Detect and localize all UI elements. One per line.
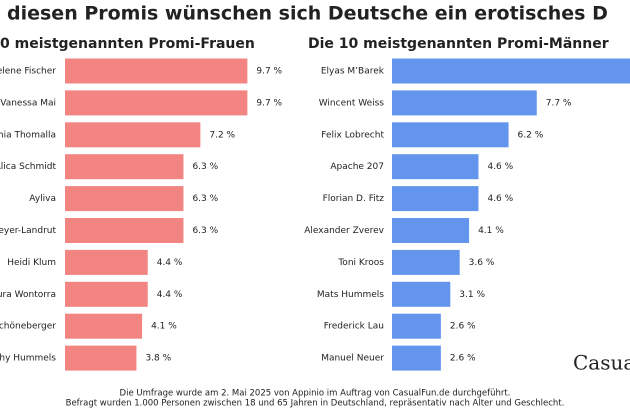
category-label: Manuel Neuer (321, 354, 384, 364)
bar (392, 345, 441, 371)
value-label: 3.8 % (145, 354, 171, 364)
value-label: 4.1 % (151, 322, 177, 332)
value-label: 3.1 % (459, 290, 485, 300)
value-label: 4.4 % (157, 290, 183, 300)
category-label: elene Fischer (0, 67, 56, 77)
value-label: 2.6 % (450, 322, 476, 332)
value-label: 6.3 % (192, 226, 218, 236)
chart-title: diesen Promis wünschen sich Deutsche ein… (7, 3, 608, 25)
bar (65, 122, 201, 148)
category-label: Vanessa Mai (0, 98, 56, 108)
value-label: 7.7 % (546, 98, 572, 108)
category-label: Felix Lobrecht (321, 130, 384, 140)
value-label: 6.3 % (192, 162, 218, 172)
footnote: Befragt wurden 1.000 Personen zwischen 1… (66, 399, 565, 409)
value-label: 2.6 % (450, 354, 476, 364)
panel-title: Die 10 meistgenannten Promi-Männer (308, 36, 609, 52)
value-label: 4.1 % (478, 226, 504, 236)
category-label: Frederick Lau (324, 322, 384, 332)
value-label: 6.2 % (518, 130, 544, 140)
value-label: 3.6 % (469, 258, 495, 268)
bar (65, 313, 143, 339)
bar (65, 281, 148, 307)
value-label: 4.6 % (487, 194, 513, 204)
category-label: Ayliva (29, 194, 56, 204)
bar (392, 58, 630, 84)
category-label: phia Thomalla (0, 130, 56, 140)
value-label: 6.3 % (192, 194, 218, 204)
value-label: 4.4 % (157, 258, 183, 268)
bar (65, 218, 184, 243)
bar (392, 313, 441, 339)
bar (65, 90, 248, 116)
bar (65, 58, 248, 84)
category-label: eyer-Landrut (0, 226, 56, 236)
category-label: ura Wontorra (0, 290, 56, 300)
category-label: Heidi Klum (7, 258, 56, 268)
category-label: Alexander Zverev (304, 226, 384, 236)
bar (392, 218, 470, 243)
bar (392, 90, 537, 116)
bar (392, 154, 479, 180)
bar (392, 281, 451, 307)
category-label: Mats Hummels (317, 290, 384, 300)
logo: Casual (573, 351, 630, 375)
bar (65, 154, 184, 180)
value-label: 9.7 % (256, 67, 282, 77)
category-label: Wincent Weiss (319, 98, 385, 108)
value-label: 9.7 % (256, 98, 282, 108)
bar (65, 186, 184, 212)
bar (392, 186, 479, 212)
category-label: Elyas M’Barek (321, 67, 385, 77)
panel-title: 0 meistgenannten Promi-Frauen (0, 36, 255, 52)
value-label: 7.2 % (209, 130, 235, 140)
category-label: Toni Kroos (337, 258, 384, 268)
category-label: thy Hummels (0, 354, 56, 364)
bar (65, 249, 148, 275)
bar (392, 122, 509, 148)
category-label: Schöneberger (0, 322, 56, 332)
category-label: Florian D. Fitz (323, 194, 385, 204)
category-label: Alica Schmidt (0, 162, 56, 172)
category-label: Apache 207 (330, 162, 384, 172)
bar (392, 249, 460, 275)
value-label: 4.6 % (487, 162, 513, 172)
footnote: Die Umfrage wurde am 2. Mai 2025 von App… (120, 389, 511, 399)
bar (65, 345, 137, 371)
